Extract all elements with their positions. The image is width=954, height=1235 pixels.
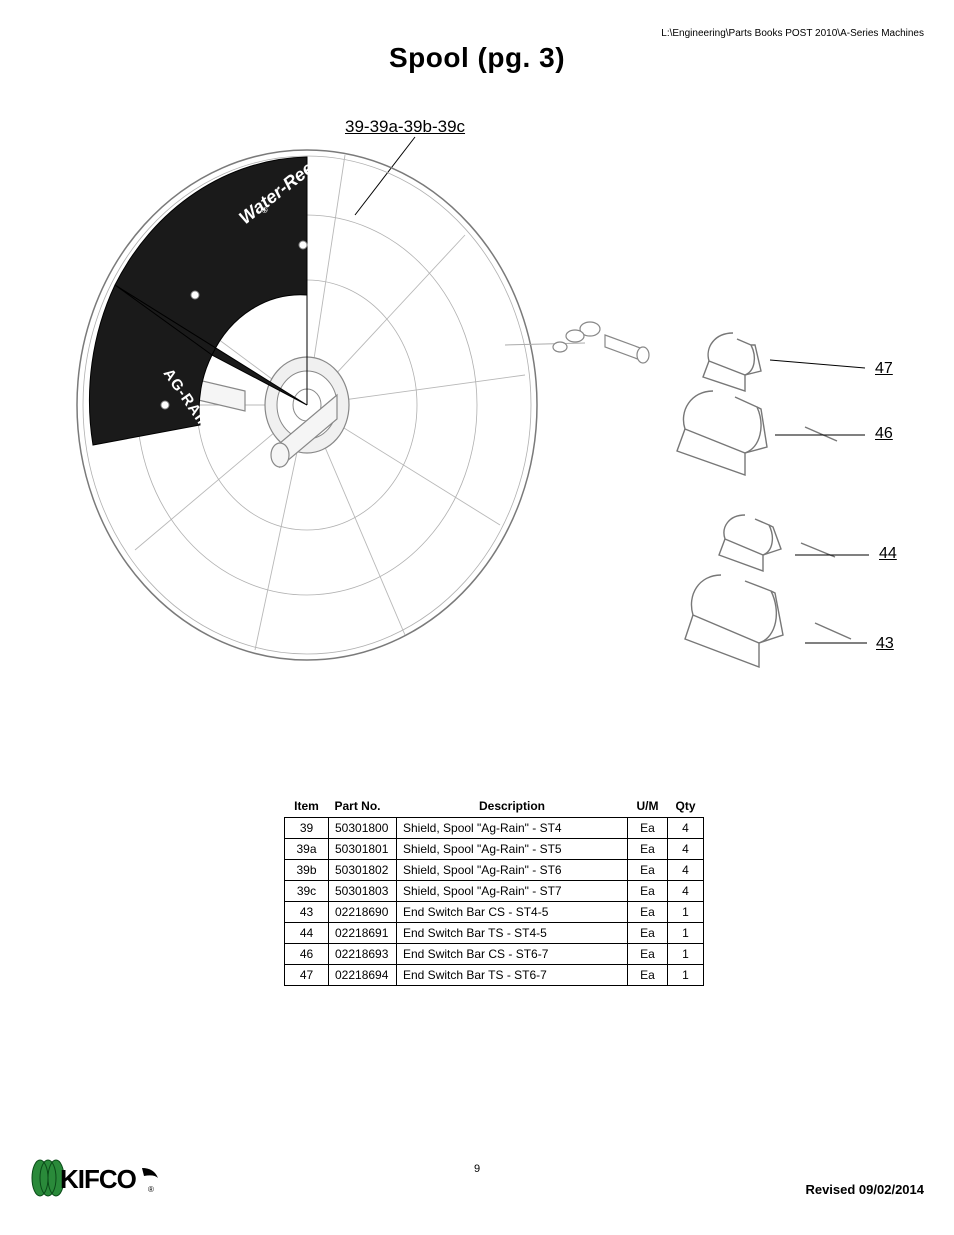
cell-item: 39c [285, 881, 329, 902]
cell-part: 50301802 [329, 860, 397, 881]
callout-43: 43 [876, 635, 894, 653]
cell-item: 47 [285, 965, 329, 986]
callout-shield-group: 39-39a-39b-39c [345, 117, 465, 137]
cell-item: 39a [285, 839, 329, 860]
hook-44-icon [719, 515, 835, 571]
cell-qty: 1 [668, 902, 704, 923]
cell-desc: Shield, Spool "Ag-Rain" - ST7 [397, 881, 628, 902]
revised-date: Revised 09/02/2014 [805, 1182, 924, 1197]
cell-um: Ea [628, 902, 668, 923]
cell-desc: Shield, Spool "Ag-Rain" - ST4 [397, 818, 628, 839]
cell-qty: 4 [668, 881, 704, 902]
table-row: 39b 50301802 Shield, Spool "Ag-Rain" - S… [285, 860, 704, 881]
cell-item: 44 [285, 923, 329, 944]
cell-item: 43 [285, 902, 329, 923]
header-file-path: L:\Engineering\Parts Books POST 2010\A-S… [661, 28, 924, 39]
cell-item: 46 [285, 944, 329, 965]
exploded-diagram: 39-39a-39b-39c [45, 95, 909, 685]
callout-47: 47 [875, 360, 893, 378]
cell-part: 50301800 [329, 818, 397, 839]
table-row: 39c 50301803 Shield, Spool "Ag-Rain" - S… [285, 881, 704, 902]
cell-desc: End Switch Bar TS - ST6-7 [397, 965, 628, 986]
cell-desc: End Switch Bar CS - ST6-7 [397, 944, 628, 965]
hook-46-icon [677, 391, 837, 475]
cell-qty: 1 [668, 965, 704, 986]
cell-desc: Shield, Spool "Ag-Rain" - ST6 [397, 860, 628, 881]
page: L:\Engineering\Parts Books POST 2010\A-S… [0, 0, 954, 1235]
page-footer: KIFCO ® 9 Revised 09/02/2014 [0, 1155, 954, 1215]
cell-qty: 4 [668, 818, 704, 839]
page-number: 9 [0, 1163, 954, 1175]
th-qty: Qty [668, 795, 704, 818]
cell-qty: 4 [668, 860, 704, 881]
cell-qty: 1 [668, 923, 704, 944]
cell-qty: 1 [668, 944, 704, 965]
callout-46: 46 [875, 425, 893, 443]
cell-part: 02218693 [329, 944, 397, 965]
hook-43-icon [685, 575, 851, 667]
cell-um: Ea [628, 881, 668, 902]
table-header-row: Item Part No. Description U/M Qty [285, 795, 704, 818]
th-part: Part No. [329, 795, 397, 818]
cell-qty: 4 [668, 839, 704, 860]
table-row: 43 02218690 End Switch Bar CS - ST4-5 Ea… [285, 902, 704, 923]
page-title: Spool (pg. 3) [0, 42, 954, 74]
cell-desc: End Switch Bar TS - ST4-5 [397, 923, 628, 944]
cell-part: 50301803 [329, 881, 397, 902]
cell-item: 39b [285, 860, 329, 881]
th-item: Item [285, 795, 329, 818]
cell-part: 02218690 [329, 902, 397, 923]
svg-text:®: ® [148, 1185, 154, 1194]
table-row: 46 02218693 End Switch Bar CS - ST6-7 Ea… [285, 944, 704, 965]
callout-44: 44 [879, 545, 897, 563]
cell-desc: Shield, Spool "Ag-Rain" - ST5 [397, 839, 628, 860]
diagram-svg: Water-Reel ® AG-RAIN [45, 95, 909, 685]
cell-part: 02218691 [329, 923, 397, 944]
table-row: 44 02218691 End Switch Bar TS - ST4-5 Ea… [285, 923, 704, 944]
table-row: 47 02218694 End Switch Bar TS - ST6-7 Ea… [285, 965, 704, 986]
cell-item: 39 [285, 818, 329, 839]
table-row: 39 50301800 Shield, Spool "Ag-Rain" - ST… [285, 818, 704, 839]
cell-um: Ea [628, 944, 668, 965]
cell-part: 02218694 [329, 965, 397, 986]
parts-table: Item Part No. Description U/M Qty 39 503… [284, 795, 704, 986]
hook-47-icon [703, 333, 761, 391]
cell-um: Ea [628, 839, 668, 860]
cell-um: Ea [628, 818, 668, 839]
cell-um: Ea [628, 923, 668, 944]
cell-um: Ea [628, 860, 668, 881]
cell-part: 50301801 [329, 839, 397, 860]
th-um: U/M [628, 795, 668, 818]
th-desc: Description [397, 795, 628, 818]
cell-um: Ea [628, 965, 668, 986]
table-row: 39a 50301801 Shield, Spool "Ag-Rain" - S… [285, 839, 704, 860]
cell-desc: End Switch Bar CS - ST4-5 [397, 902, 628, 923]
